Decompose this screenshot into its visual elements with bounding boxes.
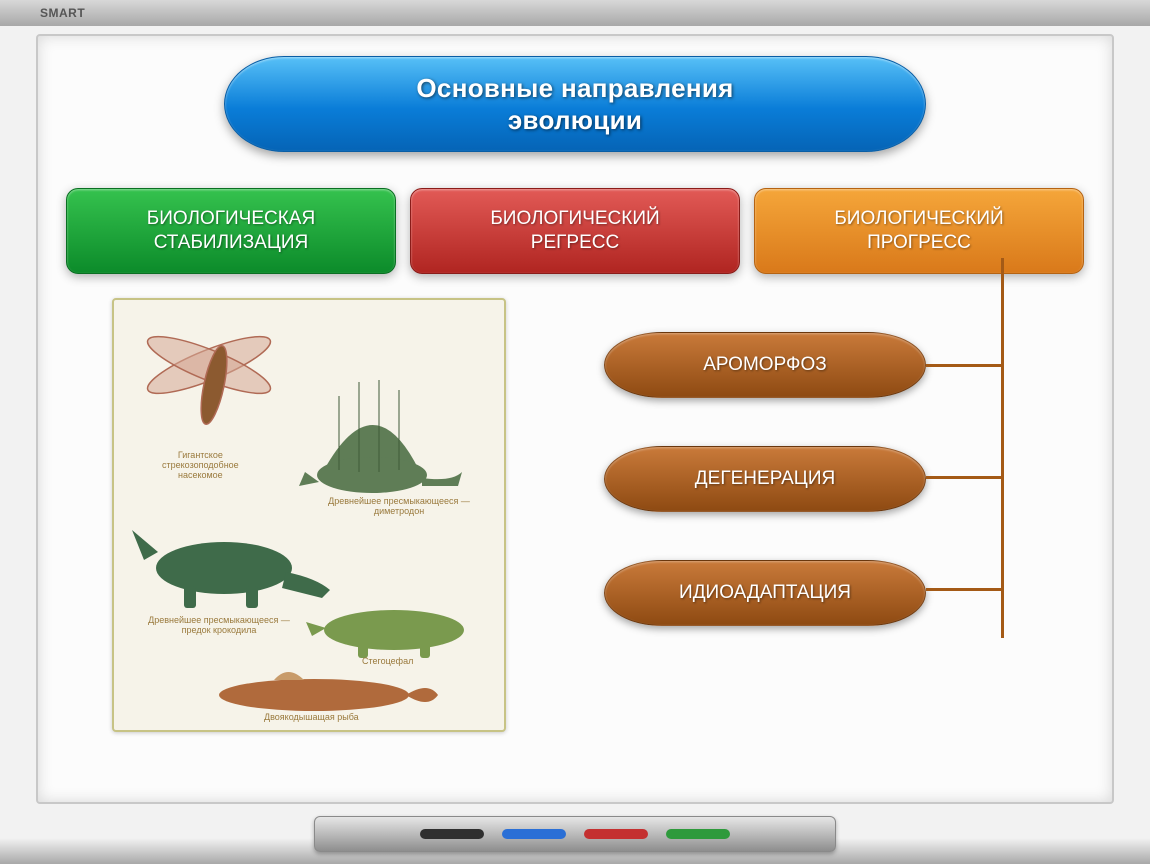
progress-subcolumn: АРОМОРФОЗ ДЕГЕНЕРАЦИЯ ИДИОАДАПТАЦИЯ [546, 298, 1084, 626]
connector-h-2 [926, 476, 1004, 479]
marker-green[interactable] [666, 829, 730, 839]
label-dimetrodon: Древнейшее пресмыкающееся — диметродон [314, 496, 484, 516]
lower-row: Гигантское стрекозоподобное насекомое Др… [66, 298, 1084, 732]
marker-blue[interactable] [502, 829, 566, 839]
smartboard-frame: SMART Основные направления эволюции БИОЛ… [0, 0, 1150, 864]
connector-vertical [1001, 258, 1004, 638]
label-crocodile: Древнейшее пресмыкающееся — предок кроко… [134, 615, 304, 635]
title-line1: Основные направления [416, 72, 733, 104]
category-row: БИОЛОГИЧЕСКАЯ СТАБИЛИЗАЦИЯ БИОЛОГИЧЕСКИЙ… [66, 188, 1084, 274]
sub-aromorphosis[interactable]: АРОМОРФОЗ [604, 332, 926, 398]
illustration-card: Гигантское стрекозоподобное насекомое Др… [112, 298, 506, 732]
category-regress[interactable]: БИОЛОГИЧЕСКИЙ РЕГРЕСС [410, 188, 740, 274]
sub-degeneration[interactable]: ДЕГЕНЕРАЦИЯ [604, 446, 926, 512]
title-pill: Основные направления эволюции [224, 56, 926, 152]
marker-black[interactable] [420, 829, 484, 839]
sub-idioadaptation[interactable]: ИДИОАДАПТАЦИЯ [604, 560, 926, 626]
whiteboard-surface: Основные направления эволюции БИОЛОГИЧЕС… [36, 34, 1114, 804]
category-stabilization[interactable]: БИОЛОГИЧЕСКАЯ СТАБИЛИЗАЦИЯ [66, 188, 396, 274]
brand-label: SMART [40, 6, 85, 20]
marker-tray [314, 816, 836, 852]
connector-h-1 [926, 364, 1004, 367]
marker-red[interactable] [584, 829, 648, 839]
label-lungfish: Двоякодышащая рыба [264, 712, 359, 722]
connector-h-3 [926, 588, 1004, 591]
title-line2: эволюции [508, 104, 642, 136]
label-dragonfly: Гигантское стрекозоподобное насекомое [162, 450, 239, 480]
category-progress[interactable]: БИОЛОГИЧЕСКИЙ ПРОГРЕСС [754, 188, 1084, 274]
label-stegocephal: Стегоцефал [362, 656, 413, 666]
